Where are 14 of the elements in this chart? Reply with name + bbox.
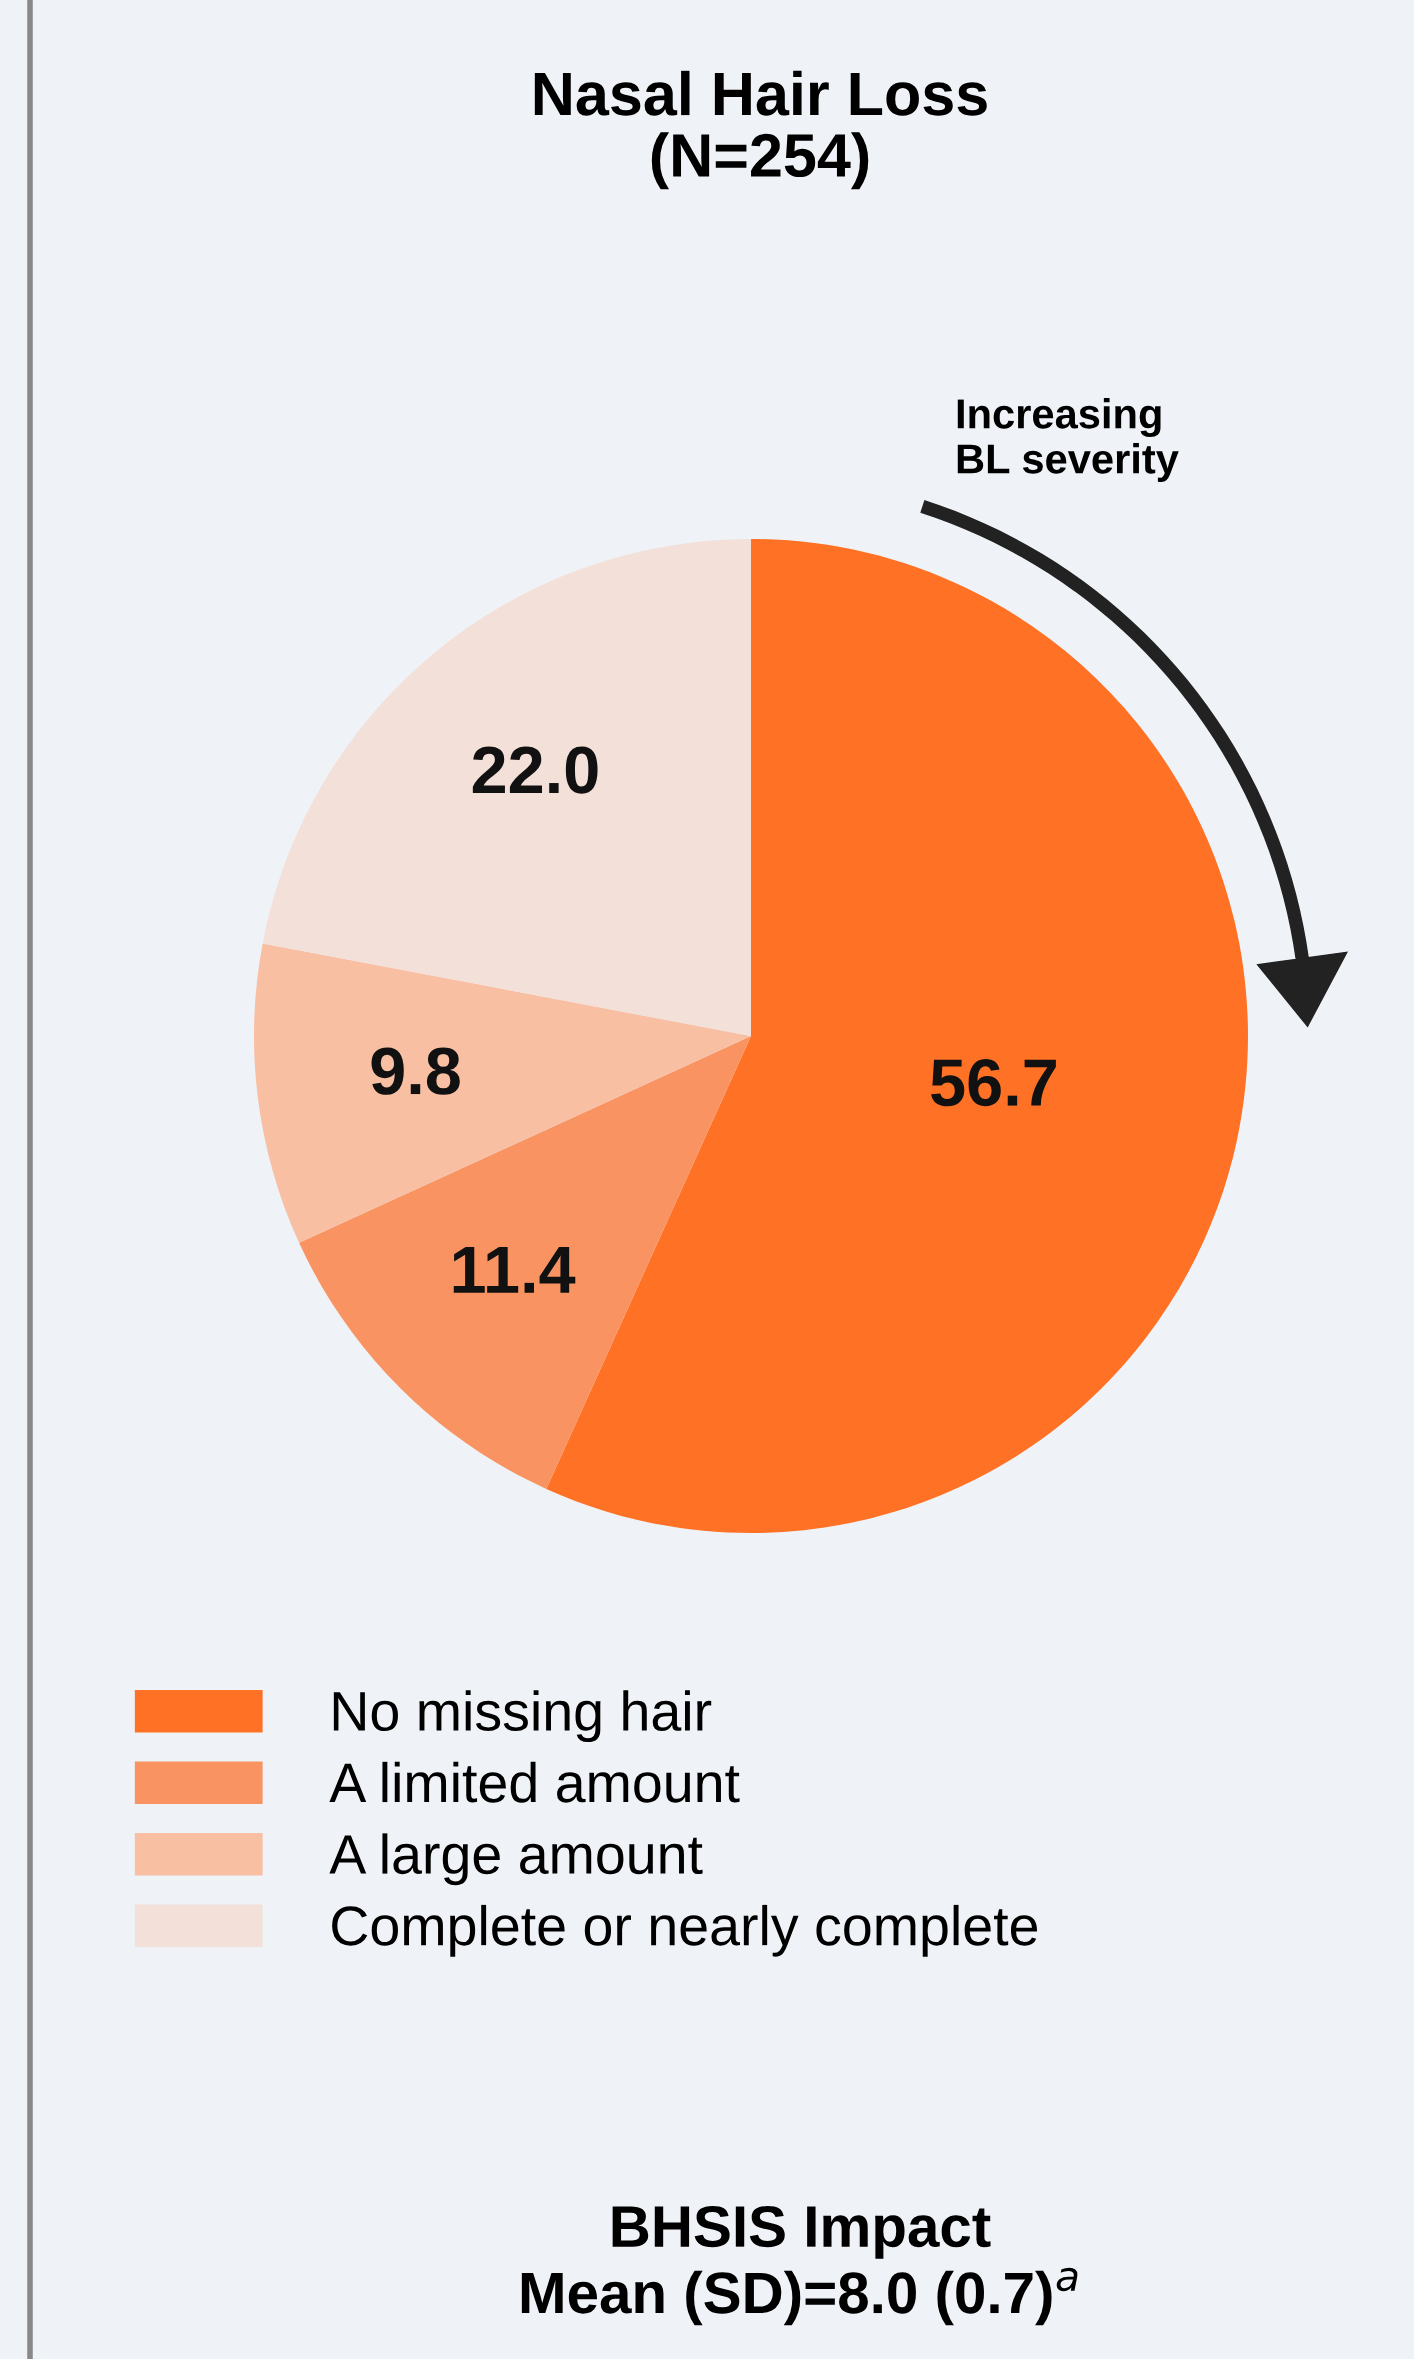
- chart-title: Nasal Hair Loss (N=254): [534, 70, 987, 190]
- legend-label: A large amount: [329, 1833, 703, 1886]
- text: BHSIS Impact Mean (SD)=8.0 (0.7)$^{a}$: [521, 2205, 1078, 2326]
- legend-label: A limited amount: [329, 1761, 740, 1803]
- pie-slice: [254, 943, 751, 1243]
- legend-label: No missing hair: [333, 1690, 712, 1743]
- pie-slice: [299, 1036, 751, 1489]
- data-label: 11.4: [453, 1246, 576, 1293]
- data-label: 56.7: [931, 1059, 1056, 1107]
- legend-label: Complete or nearly complete: [332, 1904, 1038, 1957]
- text: Increasing BL severity: [957, 398, 1179, 482]
- pie-slice: [262, 539, 751, 1036]
- data-label: 22.0: [472, 746, 598, 794]
- data-label: 9.8: [371, 1047, 460, 1095]
